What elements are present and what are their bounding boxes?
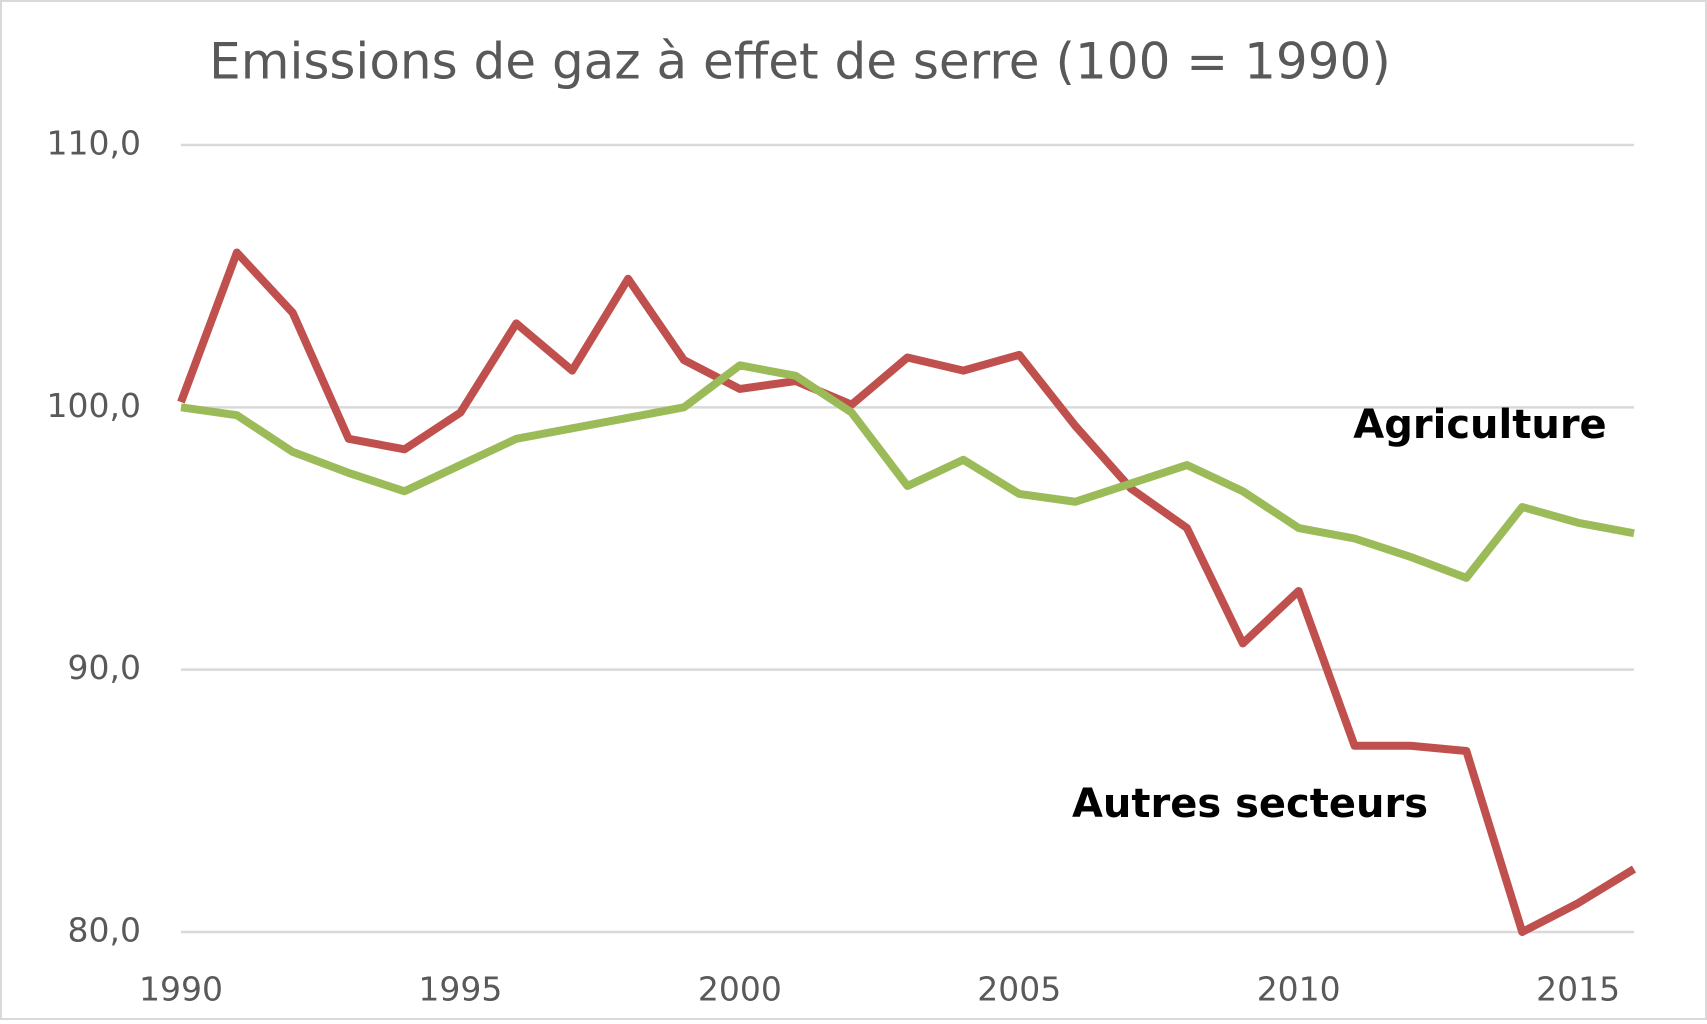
x-tick-label: 2000	[698, 970, 782, 1009]
line-series	[180, 361, 1635, 582]
y-tick-label: 80,0	[68, 911, 141, 950]
chart-title: Emissions de gaz à effet de serre (100 =…	[209, 33, 1391, 91]
series-label: Autres secteurs	[1072, 781, 1428, 827]
line-series	[177, 248, 1637, 936]
x-tick-label: 2005	[977, 970, 1061, 1009]
x-tick-label: 1995	[418, 970, 502, 1009]
series-label: Agriculture	[1353, 402, 1606, 448]
x-tick-label: 2010	[1257, 970, 1341, 1009]
y-tick-label: 90,0	[68, 648, 141, 687]
x-tick-label: 2015	[1536, 970, 1620, 1009]
x-tick-label: 1990	[139, 970, 223, 1009]
y-tick-label: 110,0	[47, 124, 141, 163]
y-tick-label: 100,0	[47, 386, 141, 425]
